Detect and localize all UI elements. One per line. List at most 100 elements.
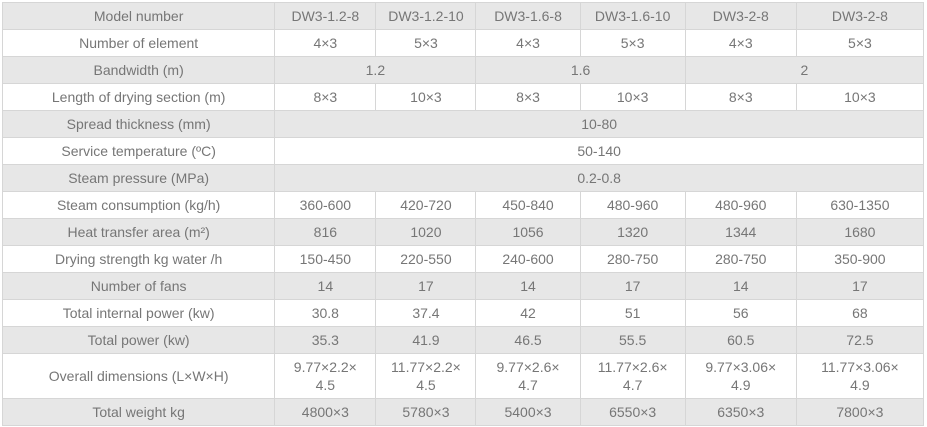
table-row: Heat transfer area (m²) 816 1020 1056 1320 13… bbox=[1, 218, 925, 246]
table-row: Model number DW3-1.2-8 DW3-1.2-10 DW3-1.6-8… bbox=[1, 2, 925, 30]
spec-cell: 30.8 bbox=[274, 299, 377, 327]
spec-cell: DW3-1.2-8 bbox=[274, 2, 377, 30]
spec-cell: 4×3 bbox=[274, 29, 377, 57]
spec-cell: 68 bbox=[795, 299, 925, 327]
spec-cell: DW3-1.6-8 bbox=[475, 2, 581, 30]
spec-cell: 1680 bbox=[795, 218, 925, 246]
spec-cell: 150-450 bbox=[274, 245, 377, 273]
spec-cell: 35.3 bbox=[274, 326, 377, 354]
spec-cell: 240-600 bbox=[475, 245, 581, 273]
table-row: Length of drying section (m) 8×3 10×3 8×3 10… bbox=[1, 83, 925, 111]
row-label: Overall dimensions (L×W×H) bbox=[1, 353, 276, 399]
spec-cell: 420-720 bbox=[375, 191, 477, 219]
spec-cell: 5×3 bbox=[795, 29, 925, 57]
spec-cell: 46.5 bbox=[475, 326, 581, 354]
spec-cell: 17 bbox=[375, 272, 477, 300]
spec-cell: 6350×3 bbox=[684, 398, 797, 426]
spec-cell: 10×3 bbox=[375, 83, 477, 111]
spec-cell: 5780×3 bbox=[375, 398, 477, 426]
spec-cell: 4×3 bbox=[684, 29, 797, 57]
spec-cell: DW3-2-8 bbox=[684, 2, 797, 30]
spec-cell: 4×3 bbox=[475, 29, 581, 57]
row-label: Steam pressure (MPa) bbox=[1, 164, 276, 192]
table-row: Steam pressure (MPa) 0.2-0.8 bbox=[1, 164, 924, 192]
spec-cell: 37.4 bbox=[375, 299, 477, 327]
spec-cell: 5×3 bbox=[375, 29, 477, 57]
spec-cell: 11.77×2.2× 4.5 bbox=[375, 353, 477, 399]
row-label: Service temperature (ºC) bbox=[1, 137, 276, 165]
spec-cell: 17 bbox=[579, 272, 686, 300]
spec-cell: 1.6 bbox=[475, 56, 686, 84]
spec-cell: 72.5 bbox=[795, 326, 925, 354]
spec-cell: 6550×3 bbox=[579, 398, 686, 426]
spec-cell: 42 bbox=[475, 299, 581, 327]
spec-cell: 8×3 bbox=[274, 83, 377, 111]
table-row: Steam consumption (kg/h) 360-600 420-720 45… bbox=[1, 191, 925, 219]
row-label: Spread thickness (mm) bbox=[1, 110, 276, 138]
table-row: Number of fans 14 17 14 17 14 17 bbox=[1, 272, 925, 300]
spec-cell: 14 bbox=[274, 272, 377, 300]
spec-cell: 9.77×2.2× 4.5 bbox=[274, 353, 377, 399]
row-label: Model number bbox=[1, 2, 276, 30]
spec-cell: DW3-1.6-10 bbox=[579, 2, 686, 30]
spec-cell: 8×3 bbox=[475, 83, 581, 111]
spec-cell: 41.9 bbox=[375, 326, 477, 354]
row-label: Total power (kw) bbox=[1, 326, 276, 354]
spec-cell: 630-1350 bbox=[795, 191, 925, 219]
table-row: Overall dimensions (L×W×H) 9.77×2.2× 4.5 1… bbox=[1, 353, 925, 399]
spec-cell: 5×3 bbox=[579, 29, 686, 57]
spec-cell: 480-960 bbox=[579, 191, 686, 219]
spec-cell: 350-900 bbox=[795, 245, 925, 273]
spec-cell: DW3-1.2-10 bbox=[375, 2, 477, 30]
table-row: Drying strength kg water /h 150-450 220-55… bbox=[1, 245, 925, 273]
spec-cell: 816 bbox=[274, 218, 377, 246]
row-label: Steam consumption (kg/h) bbox=[1, 191, 276, 219]
spec-cell: 8×3 bbox=[684, 83, 797, 111]
table-row: Number of element 4×3 5×3 4×3 5×3 4×3 5×3 bbox=[1, 29, 925, 57]
spec-cell: 9.77×2.6× 4.7 bbox=[475, 353, 581, 399]
spec-cell: 11.77×2.6× 4.7 bbox=[579, 353, 686, 399]
spec-cell: 7800×3 bbox=[795, 398, 925, 426]
spec-cell: 11.77×3.06× 4.9 bbox=[795, 353, 925, 399]
spec-cell: 280-750 bbox=[579, 245, 686, 273]
row-label: Total weight kg bbox=[1, 398, 276, 426]
spec-cell: 2 bbox=[684, 56, 925, 84]
spec-cell: 1320 bbox=[579, 218, 686, 246]
spec-cell: 1056 bbox=[475, 218, 581, 246]
spec-cell: 1344 bbox=[684, 218, 797, 246]
spec-cell: 450-840 bbox=[475, 191, 581, 219]
spec-cell: 4800×3 bbox=[274, 398, 377, 426]
spec-cell: 1020 bbox=[375, 218, 477, 246]
spec-cell: 5400×3 bbox=[475, 398, 581, 426]
row-label: Heat transfer area (m²) bbox=[1, 218, 276, 246]
row-label: Length of drying section (m) bbox=[1, 83, 276, 111]
spec-cell: 50-140 bbox=[274, 137, 924, 165]
spec-cell: 14 bbox=[475, 272, 581, 300]
spec-cell: 10×3 bbox=[579, 83, 686, 111]
spec-cell: 17 bbox=[795, 272, 925, 300]
table-row: Total power (kw) 35.3 41.9 46.5 55.5 60.5 72.5 bbox=[1, 326, 925, 354]
row-label: Bandwidth (m) bbox=[1, 56, 276, 84]
spec-cell: 51 bbox=[579, 299, 686, 327]
spec-cell: 10×3 bbox=[795, 83, 925, 111]
table-row: Total weight kg 4800×3 5780×3 5400×3 6550×3 6… bbox=[1, 398, 925, 426]
table-row: Service temperature (ºC) 50-140 bbox=[1, 137, 924, 165]
row-label: Drying strength kg water /h bbox=[1, 245, 276, 273]
spec-cell: 14 bbox=[684, 272, 797, 300]
spec-cell: DW3-2-8 bbox=[795, 2, 925, 30]
spec-cell: 60.5 bbox=[684, 326, 797, 354]
spec-cell: 9.77×3.06× 4.9 bbox=[684, 353, 797, 399]
table-row: Spread thickness (mm) 10-80 bbox=[1, 110, 924, 138]
spec-cell: 56 bbox=[684, 299, 797, 327]
spec-cell: 360-600 bbox=[274, 191, 377, 219]
table-row: Total internal power (kw) 30.8 37.4 42 51 56 6… bbox=[1, 299, 925, 327]
row-label: Number of fans bbox=[1, 272, 276, 300]
table-row: Bandwidth (m) 1.2 1.6 2 bbox=[1, 56, 925, 84]
row-label: Number of element bbox=[1, 29, 276, 57]
spec-cell: 0.2-0.8 bbox=[274, 164, 924, 192]
spec-cell: 280-750 bbox=[684, 245, 797, 273]
spec-cell: 55.5 bbox=[579, 326, 686, 354]
spec-cell: 10-80 bbox=[274, 110, 924, 138]
